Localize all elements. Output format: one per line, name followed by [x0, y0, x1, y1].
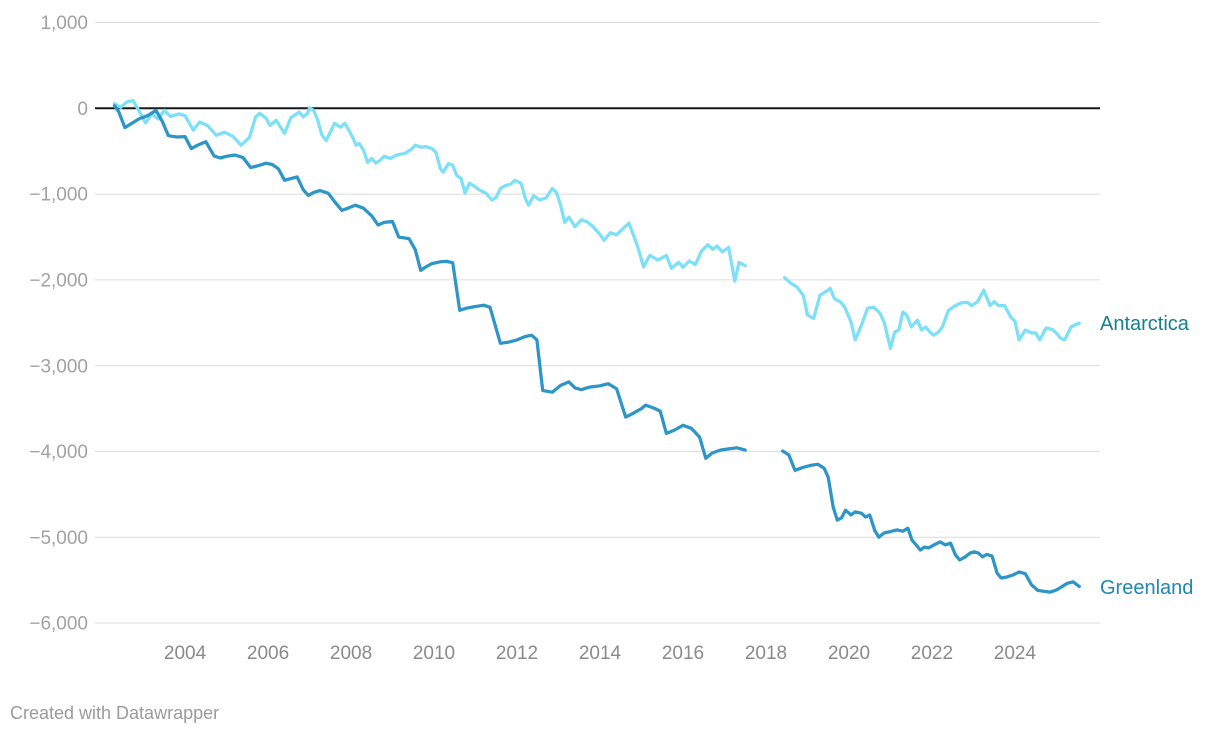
- x-tick-label: 2016: [662, 643, 704, 664]
- x-tick-label: 2012: [496, 643, 538, 664]
- x-tick-label: 2006: [247, 643, 289, 664]
- x-tick-label: 2008: [330, 643, 372, 664]
- series-label-greenland: Greenland: [1100, 577, 1194, 599]
- greenland-line-segment-1: [112, 104, 747, 460]
- greenland-line-segment-2: [780, 449, 1081, 594]
- antarctica-line-segment-1: [112, 98, 747, 283]
- y-tick-label: −5,000: [29, 528, 88, 549]
- x-tick-label: 2018: [745, 643, 787, 664]
- y-tick-label: −1,000: [29, 185, 88, 206]
- x-tick-label: 2024: [994, 643, 1037, 664]
- series-label-antarctica: Antarctica: [1100, 313, 1189, 335]
- y-tick-label: 1,000: [40, 13, 88, 34]
- y-tick-label: −4,000: [29, 442, 88, 463]
- y-tick-label: 0: [77, 99, 88, 120]
- x-tick-label: 2022: [911, 643, 953, 664]
- x-tick-label: 2004: [164, 643, 207, 664]
- x-tick-label: 2010: [413, 643, 455, 664]
- x-tick-label: 2020: [828, 643, 870, 664]
- y-tick-label: −3,000: [29, 356, 88, 377]
- y-tick-label: −2,000: [29, 271, 88, 292]
- y-tick-label: −6,000: [29, 614, 88, 635]
- datawrapper-attribution-link[interactable]: Created with Datawrapper: [10, 703, 220, 723]
- antarctica-line-segment-2: [782, 276, 1081, 351]
- x-tick-label: 2014: [579, 643, 622, 664]
